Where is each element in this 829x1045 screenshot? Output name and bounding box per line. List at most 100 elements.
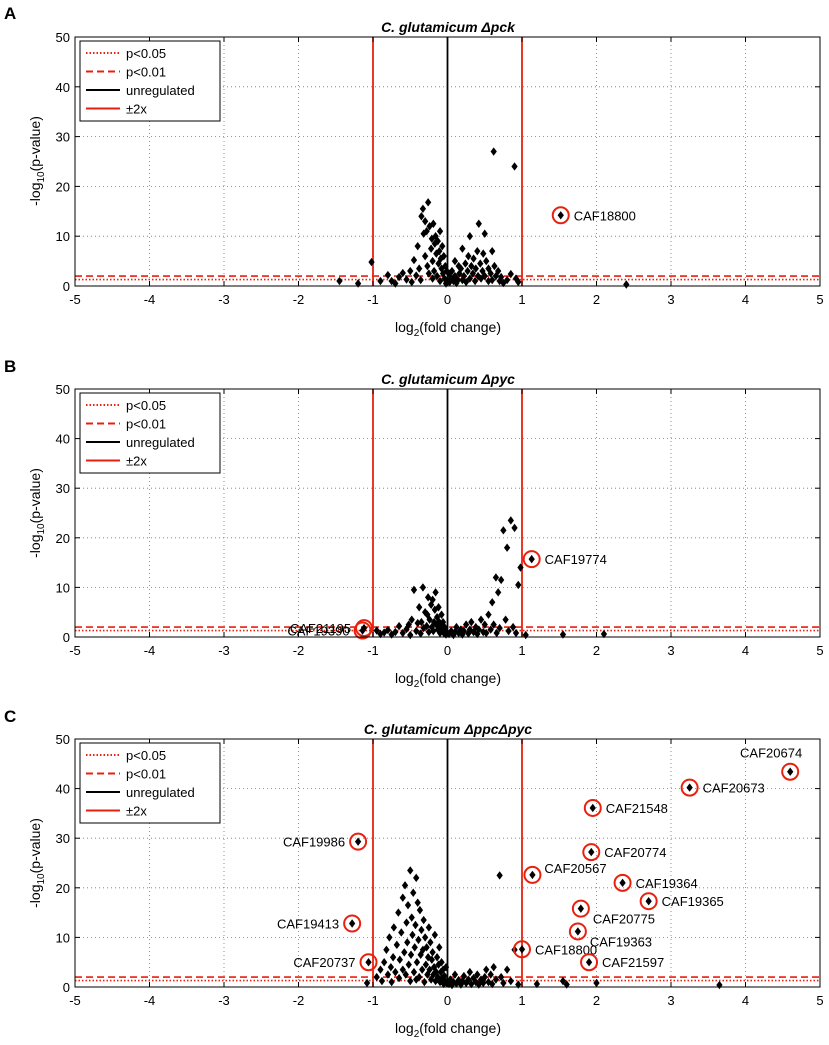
panel-b-point xyxy=(388,630,395,639)
panel-b-point xyxy=(489,598,496,607)
panel-c-point xyxy=(447,975,454,984)
panel-c-point xyxy=(427,938,434,947)
panel-b-point xyxy=(512,628,520,638)
panel-c-highlight-point xyxy=(518,945,526,954)
panel-b-point xyxy=(416,603,423,612)
panel-b-point xyxy=(495,588,502,597)
panel-a-point xyxy=(399,268,406,278)
panel-b-point xyxy=(502,615,509,624)
panel-c-point xyxy=(483,965,490,974)
panel-a-point xyxy=(489,275,496,285)
panel-a-point xyxy=(475,219,482,228)
panel-c-xlabel: log2(fold change) xyxy=(395,1020,501,1040)
panel-b-point xyxy=(507,516,514,525)
panel-c-point xyxy=(423,943,430,952)
panel-c-point xyxy=(413,958,421,967)
panel-letter-c: C xyxy=(4,707,16,726)
panel-a-point xyxy=(477,259,484,268)
panel-b-point xyxy=(477,615,485,624)
panel-c-point xyxy=(412,920,419,930)
panel-b-legend-label: ±2x xyxy=(126,454,147,469)
panel-c-point xyxy=(430,962,438,972)
panel-c-point xyxy=(404,900,412,910)
panel-c-highlight-circle xyxy=(580,953,599,972)
panel-c-point xyxy=(383,945,390,954)
panel-c-highlight-point xyxy=(588,847,595,857)
panel-a-point xyxy=(419,204,427,214)
panel-b-point xyxy=(429,595,436,604)
panel-c-legend-label: p<0.01 xyxy=(126,767,166,782)
panel-c-point xyxy=(460,971,468,981)
panel-c-annotation-label: CAF20774 xyxy=(604,845,666,860)
panel-c-point xyxy=(413,873,420,883)
panel-a-annotation-label: CAF18800 xyxy=(574,208,636,223)
panel-a-point xyxy=(414,241,421,251)
panel-a-point xyxy=(487,269,494,278)
panel-b-xlabel: log2(fold change) xyxy=(395,670,501,690)
panel-c-point xyxy=(440,979,447,989)
panel-a-point xyxy=(416,264,423,273)
panel-b-point xyxy=(408,615,415,624)
panel-c-xtick-label: 5 xyxy=(816,993,823,1008)
panel-c-point xyxy=(399,965,406,974)
panel-c-xtick-label: -5 xyxy=(69,993,81,1008)
panel-b-point xyxy=(432,588,439,597)
panel-c-point xyxy=(381,958,388,967)
panel-c-point xyxy=(489,979,496,989)
panel-b-highlight-circle xyxy=(355,619,374,638)
panel-b-legend-label: unregulated xyxy=(126,435,195,450)
panel-b-point xyxy=(439,625,446,634)
panel-b-point xyxy=(503,543,511,552)
panel-a-point xyxy=(423,227,430,236)
panel-c-ytick-label: 0 xyxy=(63,980,70,995)
panel-c-point xyxy=(399,893,406,902)
panel-b-point xyxy=(419,583,427,592)
panel-b-point xyxy=(392,627,399,637)
panel-c-point xyxy=(420,915,427,925)
panel-c-xtick-label: -2 xyxy=(293,993,305,1008)
panel-b-point xyxy=(517,563,524,572)
panel-c-point xyxy=(395,973,403,983)
panel-c-point xyxy=(451,970,459,979)
panel-a-xtick-label: -5 xyxy=(69,292,81,307)
panel-a-xtick-label: -4 xyxy=(144,292,156,307)
panel-c-highlight-circle xyxy=(349,832,368,851)
panel-a-point xyxy=(451,256,459,266)
panel-b-point xyxy=(481,620,488,629)
panel-a-point xyxy=(413,271,420,280)
panel-c-point xyxy=(428,955,436,964)
panel-c-xtick-label: 4 xyxy=(742,993,749,1008)
panel-a-point xyxy=(422,251,429,261)
panel-c-annotation-label: CAF18800 xyxy=(535,942,597,957)
panel-c-point xyxy=(416,972,423,982)
panel-a-point xyxy=(471,276,479,286)
panel-letter-a: A xyxy=(4,4,16,23)
panel-a-xtick-label: -1 xyxy=(367,292,379,307)
panel-a-legend-label: p<0.01 xyxy=(126,65,166,80)
panel-a-point xyxy=(417,275,424,285)
panel-c-point xyxy=(407,976,414,986)
panel-a-xtick-label: 3 xyxy=(667,292,674,307)
panel-b-point xyxy=(424,593,432,602)
panel-a-plot: CAF18800-5 -4 -3 -2 -1 0 1 2 3 4 501020304050p<0.0… xyxy=(56,30,824,307)
panel-c-highlight-point xyxy=(585,958,593,967)
panel-c-point xyxy=(468,979,475,989)
panel-b-legend-label: p<0.05 xyxy=(126,398,166,413)
panel-c-annotation-label: CAF19364 xyxy=(636,876,698,891)
panel-a-xtick-label: -3 xyxy=(218,292,230,307)
panel-a-point xyxy=(439,241,446,251)
panel-c-point xyxy=(373,972,380,982)
panel-c-highlight-point xyxy=(348,919,356,928)
panel-c-point xyxy=(392,967,399,977)
panel-a-point xyxy=(429,274,436,283)
panel-c-highlight-circle xyxy=(523,865,542,884)
panel-c-point xyxy=(425,923,433,932)
panel-a-ytick-label: 50 xyxy=(56,30,70,45)
panel-c-point xyxy=(436,943,443,952)
panel-b-highlight-point xyxy=(359,626,366,635)
panel-a-point xyxy=(384,270,392,280)
panel-c-highlight-point xyxy=(589,803,596,813)
panel-b-xtick-label: 1 xyxy=(518,643,525,658)
panel-a-point xyxy=(495,266,502,276)
panel-c-point xyxy=(414,898,421,907)
